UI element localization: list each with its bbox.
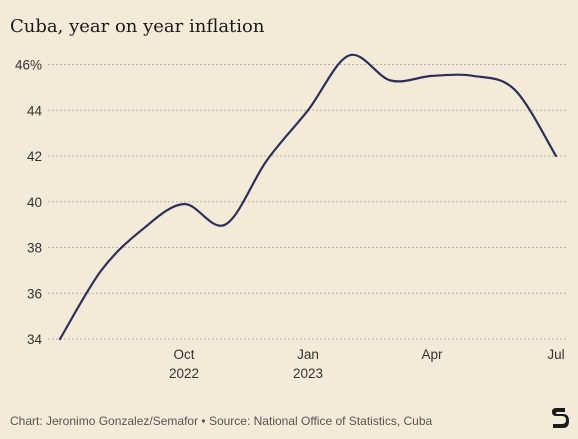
source-credit: Chart: Jeronimo Gonzalez/Semafor • Sourc… (10, 414, 433, 428)
x-axis-labels: Oct 2022 Jan 2023 Apr Jul (169, 347, 565, 381)
x-tick-label: Jul (547, 347, 564, 362)
y-tick-label: 44 (27, 103, 43, 118)
grid-lines (48, 64, 568, 340)
x-tick-label: Apr (421, 347, 443, 362)
y-tick-label: 36 (27, 286, 42, 301)
y-tick-label: 40 (27, 195, 42, 210)
y-tick-label: 42 (27, 149, 42, 164)
inflation-series-line (58, 53, 558, 341)
y-tick-label: 46% (15, 58, 42, 73)
y-tick-label: 34 (27, 332, 43, 347)
y-tick-label: 38 (27, 241, 42, 256)
chart-title: Cuba, year on year inflation (10, 16, 265, 37)
semafor-logo (552, 408, 569, 428)
y-axis-labels: 46% 44 42 40 38 36 34 (15, 58, 43, 348)
x-tick-label: Jan 2023 (293, 347, 323, 381)
line-chart: 46% 44 42 40 38 36 34 Oct 2022 Jan 2023 Apr Jul (15, 53, 568, 381)
x-tick-label: Oct 2022 (169, 347, 199, 381)
